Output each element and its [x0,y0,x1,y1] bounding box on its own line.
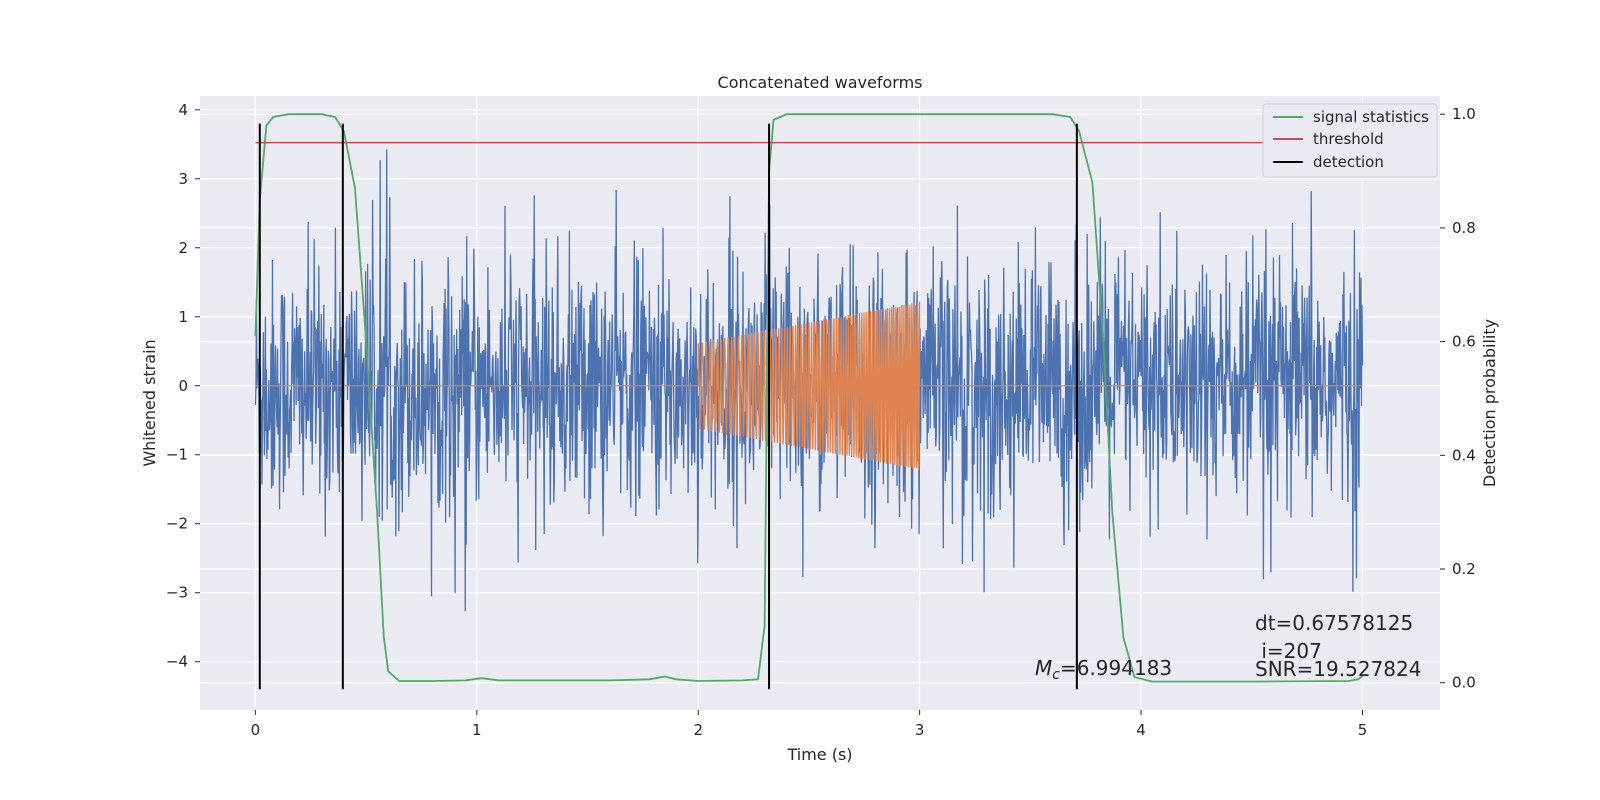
injection-series-line [255,301,1363,470]
signal-statistics-line [254,113,1364,683]
legend-label-detection: detection [1313,153,1384,171]
x-tick-label: 5 [1358,721,1368,739]
i-annotation: i=207 [1255,639,1322,663]
y2-tick-label: 0.8 [1452,219,1476,237]
legend-label-signal-statistics: signal statistics [1313,108,1429,126]
x-axis-label: Time (s) [786,745,852,764]
detection-lines [258,123,1078,690]
x-tick-label: 3 [915,721,925,739]
y2-tick-label: 0.6 [1452,333,1476,351]
y2-tick-label: 0.4 [1452,446,1476,464]
y-axis-ticks: −4 −3 −2 −1 0 1 2 3 4 [166,101,200,671]
y2-tick-label: 1.0 [1452,105,1476,123]
snr-annotation: SNR=19.527824 [1255,657,1421,681]
strain-series-line [254,149,1364,612]
x-axis-ticks: 0 1 2 3 4 5 [251,710,1368,739]
y-tick-label: −1 [166,446,188,464]
y-tick-label: −2 [166,515,188,533]
y-tick-label: 4 [178,101,188,119]
legend-label-threshold: threshold [1313,130,1384,148]
y2-tick-label: 0.2 [1452,560,1476,578]
legend: signal statistics threshold detection [1262,103,1438,178]
chart-title: Concatenated waveforms [718,73,923,92]
dt-annotation: dt=0.67578125 [1255,611,1413,635]
x-tick-label: 0 [251,721,261,739]
x-tick-label: 4 [1136,721,1146,739]
y-tick-label: −4 [166,653,188,671]
x-tick-label: 2 [693,721,703,739]
y-tick-label: 2 [178,239,188,257]
mc-annotation: Mc=6.994183 [1035,656,1172,683]
y-tick-label: −3 [166,584,188,602]
y2-axis-ticks: 0.0 0.2 0.4 0.6 0.8 1.0 [1440,105,1476,692]
y-axis-label: Whitened strain [140,339,159,466]
legend-box [1262,103,1438,178]
y-tick-label: 1 [178,308,188,326]
y-tick-label: 0 [178,377,188,395]
y2-tick-label: 0.0 [1452,674,1476,692]
y-tick-label: 3 [178,170,188,188]
x-tick-label: 1 [472,721,482,739]
y2-axis-label: Detection probability [1480,319,1499,487]
